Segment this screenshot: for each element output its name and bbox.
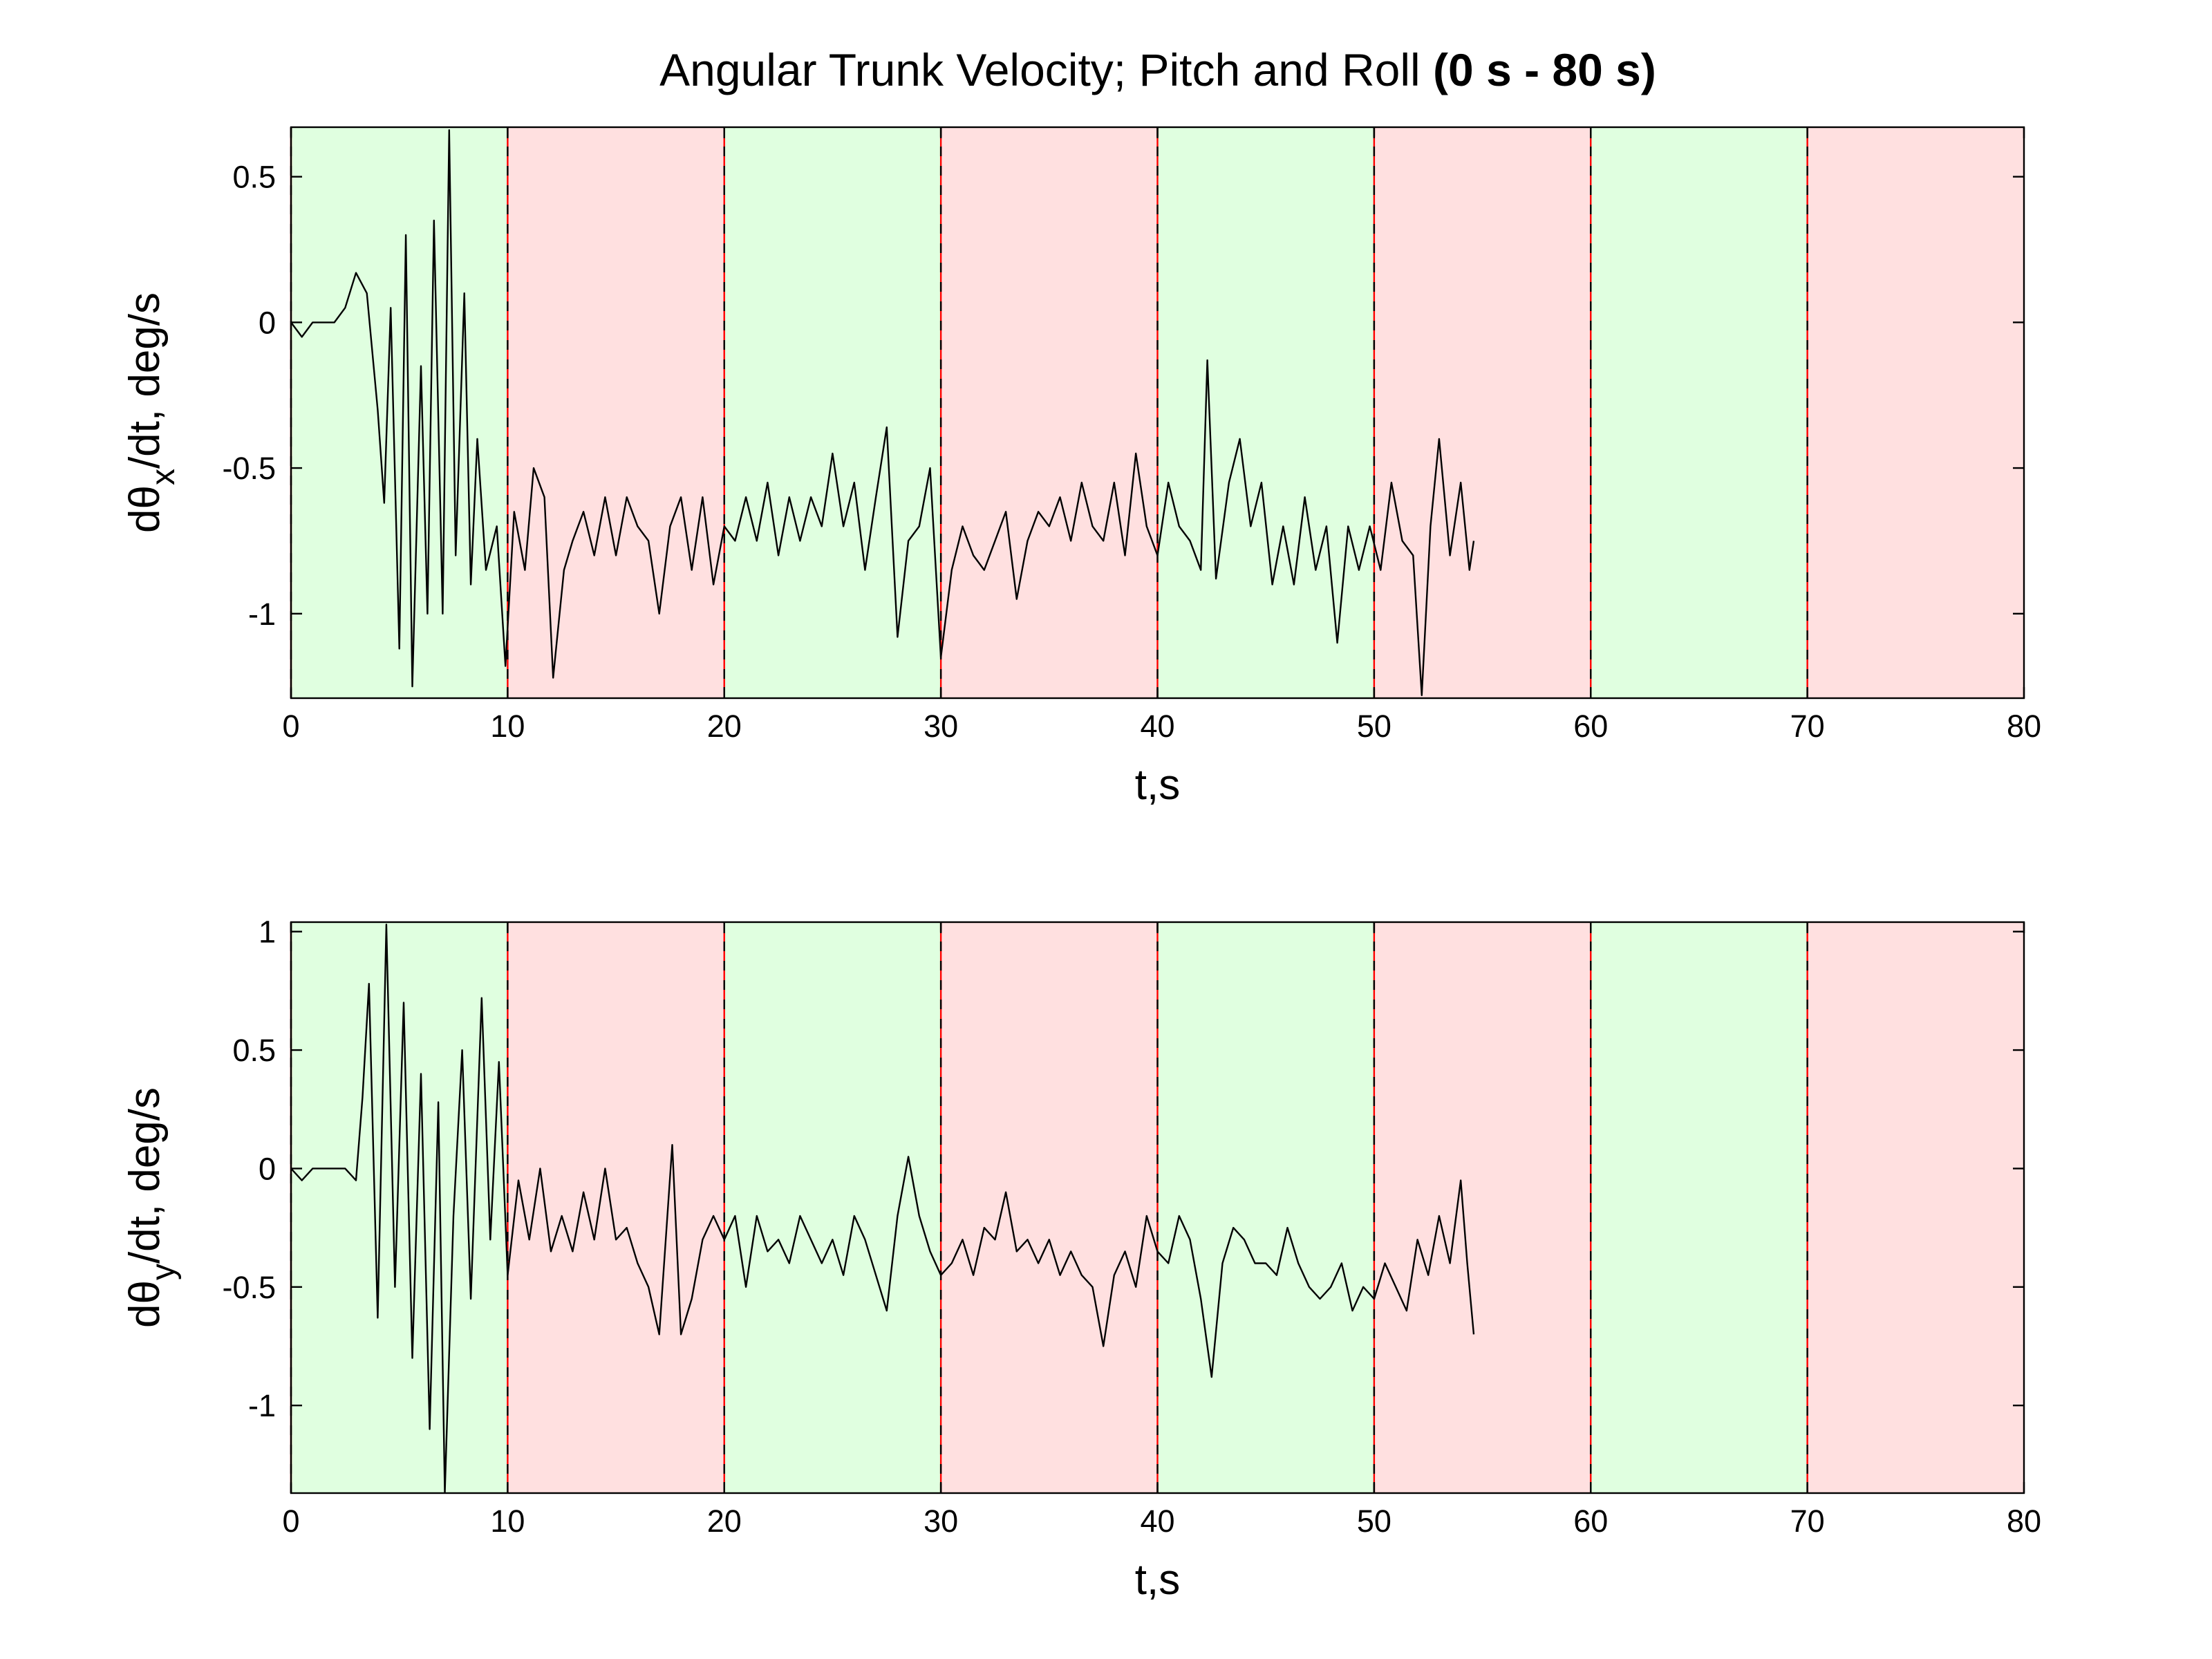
background-band [507, 922, 724, 1493]
x-tick-label: 30 [924, 709, 958, 744]
y-label-main: dθ [121, 1280, 169, 1328]
subplot: 0 10 20 30 40 50 60 70 80 -1 -0.5 0 0.5 t,s dθx/dt, de… [121, 126, 2041, 809]
x-tick-label: 20 [707, 1503, 742, 1539]
y-label-sub: x [145, 469, 182, 485]
background-band [507, 127, 724, 698]
x-tick-label: 80 [2007, 1503, 2041, 1539]
background-band [1157, 922, 1374, 1493]
background-band [1374, 127, 1591, 698]
y-tick-label: -0.5 [222, 451, 276, 486]
y-label-main: dθ [121, 485, 169, 533]
background-band [1591, 127, 1808, 698]
line-layer [291, 129, 1475, 696]
background-band [724, 127, 941, 698]
background-band [1807, 127, 2024, 698]
y-label-rest: /dt, deg/s [121, 292, 169, 469]
x-tick-label: 20 [707, 709, 742, 744]
y-tick-label: 0 [259, 305, 276, 340]
x-tick-label: 10 [490, 1503, 525, 1539]
x-axis-label: t,s [1135, 1556, 1180, 1604]
x-tick-label: 50 [1357, 709, 1391, 744]
background-band [1374, 922, 1591, 1493]
title-range: (0 s - 80 s) [1433, 44, 1656, 95]
background-band [941, 127, 1158, 698]
background-band [724, 922, 941, 1493]
data-line [291, 924, 1475, 1493]
x-tick-label: 80 [2007, 709, 2041, 744]
y-tick-label: 1 [259, 915, 276, 950]
y-label-rest: /dt, deg/s [121, 1087, 169, 1264]
x-axis-label: t,s [1135, 761, 1180, 809]
x-tick-label: 0 [282, 1503, 299, 1539]
line-layer [291, 924, 1475, 1493]
x-tick-label: 10 [490, 709, 525, 744]
title-text: Angular Trunk Velocity; Pitch and Roll [659, 44, 1421, 95]
x-tick-label: 40 [1140, 1503, 1174, 1539]
y-label-sub: y [145, 1264, 182, 1280]
x-tick-label: 70 [1790, 709, 1825, 744]
data-line [291, 129, 1475, 696]
y-tick-label: 0 [259, 1151, 276, 1186]
background-band [291, 922, 508, 1493]
background-band [941, 922, 1158, 1493]
chart-title: Angular Trunk Velocity; Pitch and Roll (… [659, 44, 1656, 95]
background-band [1591, 922, 1808, 1493]
x-tick-label: 70 [1790, 1503, 1825, 1539]
y-axis-label: dθy/dt, deg/s [121, 1087, 182, 1328]
y-tick-label: -1 [248, 597, 276, 632]
y-tick-label: -0.5 [222, 1270, 276, 1305]
x-tick-label: 60 [1573, 709, 1608, 744]
background-band [1157, 127, 1374, 698]
x-tick-label: 50 [1357, 1503, 1391, 1539]
x-tick-label: 0 [282, 709, 299, 744]
background-band [1807, 922, 2024, 1493]
x-tick-label: 60 [1573, 1503, 1608, 1539]
x-tick-label: 40 [1140, 709, 1174, 744]
y-tick-label: 0.5 [232, 160, 276, 195]
x-tick-label: 30 [924, 1503, 958, 1539]
y-tick-label: -1 [248, 1388, 276, 1423]
y-axis-label: dθx/dt, deg/s [121, 292, 182, 533]
subplot: 0 10 20 30 40 50 60 70 80 -1 -0.5 0 0.5 1 t,s dθy/dt, d… [121, 915, 2041, 1604]
y-tick-label: 0.5 [232, 1033, 276, 1068]
